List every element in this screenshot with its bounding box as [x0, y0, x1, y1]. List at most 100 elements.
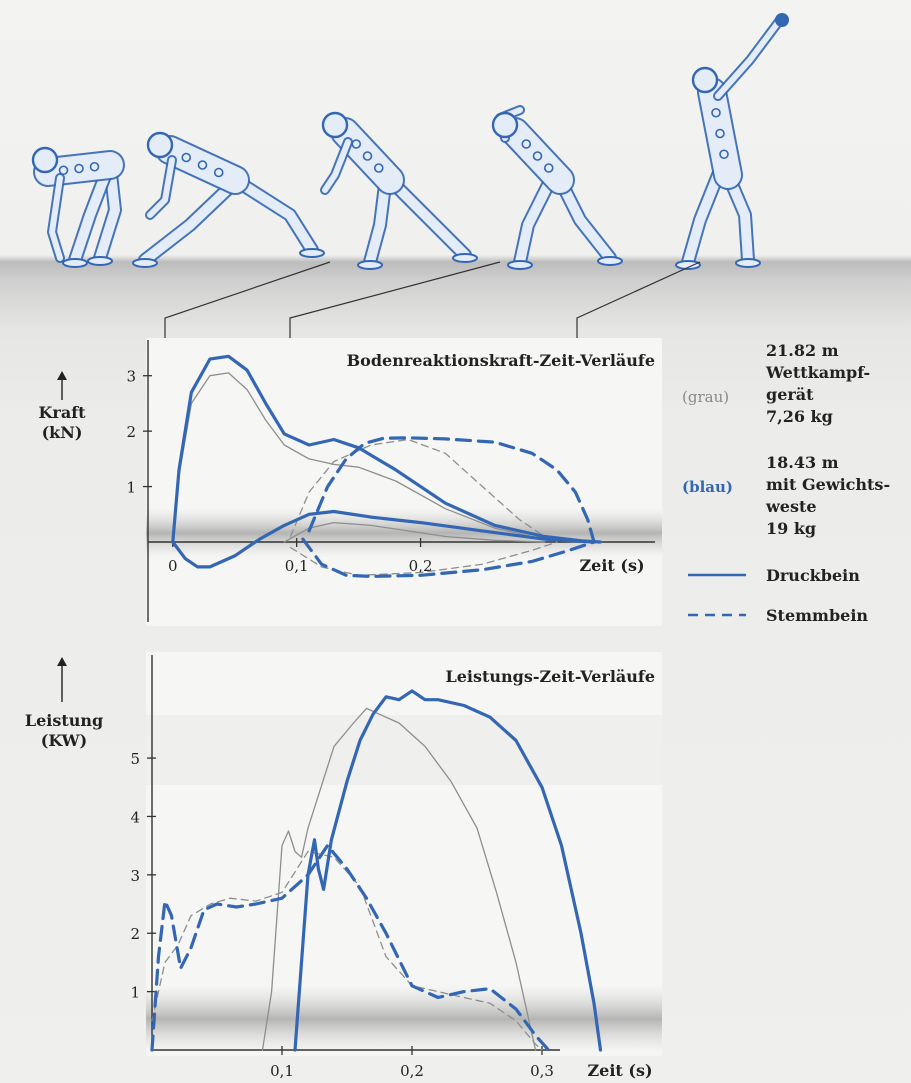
head-icon — [146, 131, 174, 159]
y-tick-label: 4 — [130, 808, 140, 826]
connector-line-3 — [576, 261, 701, 338]
torso-fill — [35, 152, 123, 185]
y-tick-label: 1 — [130, 984, 140, 1002]
y-tick-label: 2 — [126, 423, 136, 441]
force-chart-panel — [146, 338, 662, 626]
power-time-chart: 1 2 3 4 5 0,1 0,2 0,3 Leistungs-Zeit-Verläufe Z… — [130, 652, 662, 1080]
leg-fill — [230, 175, 317, 255]
leg-fill — [365, 180, 390, 267]
shot-ball-icon — [775, 13, 789, 27]
thrower-phase-1 — [31, 146, 125, 268]
vest-weight-icon — [521, 139, 532, 149]
thrower-phase-4 — [491, 105, 623, 270]
series-grau-stemmbein-line — [289, 541, 558, 576]
power-chart-shadow-band — [146, 985, 662, 1053]
foot-icon — [597, 256, 623, 266]
force-y-label-line1: Kraft — [39, 403, 87, 422]
legend-grau-line3: gerät — [766, 385, 814, 404]
foot-icon — [507, 260, 533, 270]
force-y-label-line2: (kN) — [42, 423, 83, 442]
legend-blau-line2: mit Gewichts- — [766, 475, 890, 494]
power-y-label: Leistung (KW) — [25, 657, 103, 750]
series-grau-stemmbein-line — [151, 850, 543, 1051]
y-tick-label: 1 — [126, 479, 136, 497]
series-grau-stemmbein-line — [289, 438, 558, 543]
power-chart-faint-band — [146, 715, 662, 785]
vest-weight-icon — [58, 165, 69, 176]
head-icon — [31, 146, 59, 174]
arm-fill — [322, 139, 351, 193]
legend-blau-line4: 19 kg — [766, 519, 816, 538]
vest-weight-icon — [74, 163, 84, 174]
legend-grau-tag: (grau) — [682, 388, 729, 406]
power-y-label-line2: (KW) — [41, 731, 87, 750]
foot-icon — [675, 260, 701, 270]
torso-fill — [157, 137, 248, 193]
vest-weight-icon — [89, 161, 100, 172]
head-icon — [691, 66, 719, 94]
arrowhead-icon — [57, 657, 67, 666]
torso-fill — [502, 119, 573, 193]
vest-weight-icon — [197, 160, 208, 170]
foot-icon — [452, 253, 478, 263]
force-x-axis-label: Zeit (s) — [579, 556, 644, 575]
power-y-label-line1: Leistung — [25, 711, 103, 730]
x-tick-label: 0 — [168, 557, 178, 575]
leg-fill — [385, 175, 470, 260]
series-blau-stemmbein-line — [301, 537, 596, 578]
torso-fill — [699, 79, 741, 188]
athlete-illustration — [31, 13, 789, 270]
legend-grau-line1: 21.82 m — [766, 341, 839, 360]
legend-stemmbein: Stemmbein — [766, 606, 868, 625]
legend-grau-line4: 7,26 kg — [766, 407, 833, 426]
vest-weight-icon — [711, 107, 721, 118]
leg-fill — [140, 180, 237, 265]
series-blau-druckbein-line — [171, 509, 596, 569]
vest-weight-icon — [715, 128, 725, 139]
legend: (grau) 21.82 m Wettkampf- gerät 7,26 kg … — [682, 341, 890, 625]
series-grau-druckbein-line — [283, 521, 546, 543]
series-blau-stemmbein-line — [307, 436, 596, 544]
connector-line-1 — [164, 261, 331, 338]
series-blau-druckbein-line — [293, 689, 603, 1052]
force-y-label: Kraft (kN) — [39, 371, 87, 442]
x-tick-label: 0,1 — [270, 1062, 294, 1080]
foot-icon — [87, 256, 113, 266]
foot-icon — [735, 258, 761, 268]
leg-fill — [95, 160, 120, 263]
legend-blau-line3: weste — [765, 497, 817, 516]
x-tick-label: 0,2 — [409, 557, 433, 575]
thrower-phase-2 — [132, 131, 325, 268]
legend-blau-tag: (blau) — [682, 478, 733, 496]
thrower-phase-3 — [320, 111, 478, 270]
legend-blau-line1: 18.43 m — [766, 453, 839, 472]
vest-weight-icon — [181, 152, 192, 163]
thrower-phase-5 — [675, 15, 785, 270]
leg-fill — [515, 180, 553, 267]
vest-weight-icon — [719, 149, 729, 160]
arm-fill — [715, 17, 783, 99]
y-tick-label: 3 — [126, 368, 136, 386]
series-grau-druckbein-line — [261, 707, 537, 1051]
vest-weight-icon — [532, 151, 543, 161]
force-chart-title: Bodenreaktionskraft-Zeit-Verläufe — [347, 351, 655, 370]
power-x-axis-label: Zeit (s) — [587, 1061, 652, 1080]
x-tick-label: 0,2 — [400, 1062, 424, 1080]
foot-icon — [357, 260, 383, 270]
foot-icon — [132, 258, 158, 268]
head-icon — [321, 111, 349, 139]
legend-grau-line2: Wettkampf- — [765, 363, 870, 382]
legend-druckbein: Druckbein — [766, 566, 860, 585]
force-time-chart: 1 2 3 0 0,1 0,2 Bodenreaktionskraft-Zeit-Verl… — [126, 338, 662, 626]
leg-fill — [683, 170, 723, 267]
vest-weight-icon — [362, 151, 373, 161]
x-tick-label: 0,3 — [530, 1062, 554, 1080]
y-tick-label: 2 — [130, 925, 140, 943]
series-grau-druckbein-line — [172, 372, 583, 543]
arm-fill — [147, 157, 175, 218]
foot-icon — [299, 248, 325, 258]
phase-connectors — [164, 261, 701, 338]
power-chart-title: Leistungs-Zeit-Verläufe — [445, 667, 655, 686]
arm-fill — [49, 175, 63, 261]
